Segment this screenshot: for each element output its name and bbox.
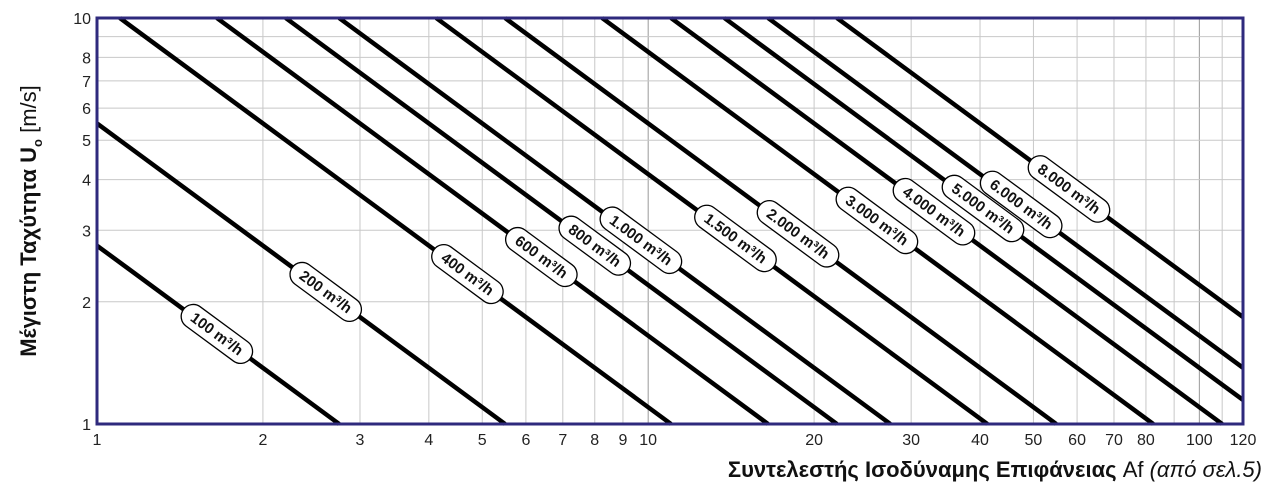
tick-labels: 1 2 3 4 5 6 7 8 9 10 20 30 40 50 60 70 80 100 120 1 2 3 4 5 6 7 8 1… [73, 11, 1256, 449]
x-tick-label: 8 [590, 432, 599, 449]
x-tick-label: 20 [805, 432, 823, 449]
y-tick-label: 10 [73, 11, 91, 28]
x-tick-label: 100 [1186, 432, 1213, 449]
series-label-100: 100 m³/h [180, 303, 254, 365]
x-axis-label-italic: (από σελ.5) [1150, 457, 1262, 482]
series-label-pill [431, 243, 504, 305]
series-label-pill [892, 177, 976, 246]
series-label-400: 400 m³/h [431, 243, 504, 305]
series-line-600 [215, 16, 770, 426]
y-tick-label: 6 [82, 101, 91, 118]
series-label-pill [599, 206, 683, 275]
x-axis-label: Συντελεστής Ισοδύναμης Επιφάνειας Af (απ… [728, 457, 1262, 482]
series-label-pill [835, 186, 919, 255]
series-lines [95, 16, 1245, 426]
y-axis-label: Μέγιστη Ταχύτητα Uo [m/s] [16, 85, 45, 357]
x-tick-label: 50 [1025, 432, 1043, 449]
y-tick-label: 2 [82, 295, 91, 312]
x-tick-label: 40 [971, 432, 989, 449]
series-label-pill [558, 215, 632, 276]
series-label-pill [694, 204, 777, 273]
y-axis-label-unit: [m/s] [16, 85, 41, 139]
series-label-pill [1027, 155, 1111, 223]
x-tick-label: 7 [558, 432, 567, 449]
series-label-pill [180, 303, 254, 365]
x-tick-label: 70 [1105, 432, 1123, 449]
series-line-400 [118, 16, 673, 426]
x-tick-label: 9 [619, 432, 628, 449]
y-tick-label: 1 [82, 417, 91, 434]
series-label-200: 200 m³/h [289, 261, 363, 322]
x-tick-label: 2 [258, 432, 267, 449]
x-axis-label-bold: Συντελεστής Ισοδύναμης Επιφάνειας [728, 457, 1117, 482]
plot-frame [95, 16, 1245, 426]
x-tick-label: 80 [1137, 432, 1155, 449]
series-label-pill [505, 226, 578, 288]
x-axis-label-normal: Af [1117, 457, 1150, 482]
x-tick-label: 5 [478, 432, 487, 449]
x-tick-label: 4 [424, 432, 433, 449]
series-label-pill [941, 174, 1025, 243]
y-tick-label: 4 [82, 173, 91, 190]
x-tick-label: 6 [521, 432, 530, 449]
series-label-pill [979, 170, 1063, 239]
x-tick-label: 120 [1230, 432, 1257, 449]
series-label-pill [289, 261, 363, 322]
y-tick-label: 3 [82, 223, 91, 240]
x-tick-label: 1 [93, 432, 102, 449]
x-tick-label: 3 [356, 432, 365, 449]
x-tick-label: 60 [1068, 432, 1086, 449]
y-tick-label: 5 [82, 133, 91, 150]
y-axis-label-sub: o [30, 139, 45, 147]
y-tick-label: 8 [82, 50, 91, 67]
y-axis-label-main: Μέγιστη Ταχύτητα U [16, 147, 41, 357]
y-tick-label: 7 [82, 74, 91, 91]
x-tick-label: 10 [639, 432, 657, 449]
series-label-pill [756, 199, 840, 268]
x-tick-label: 30 [902, 432, 920, 449]
